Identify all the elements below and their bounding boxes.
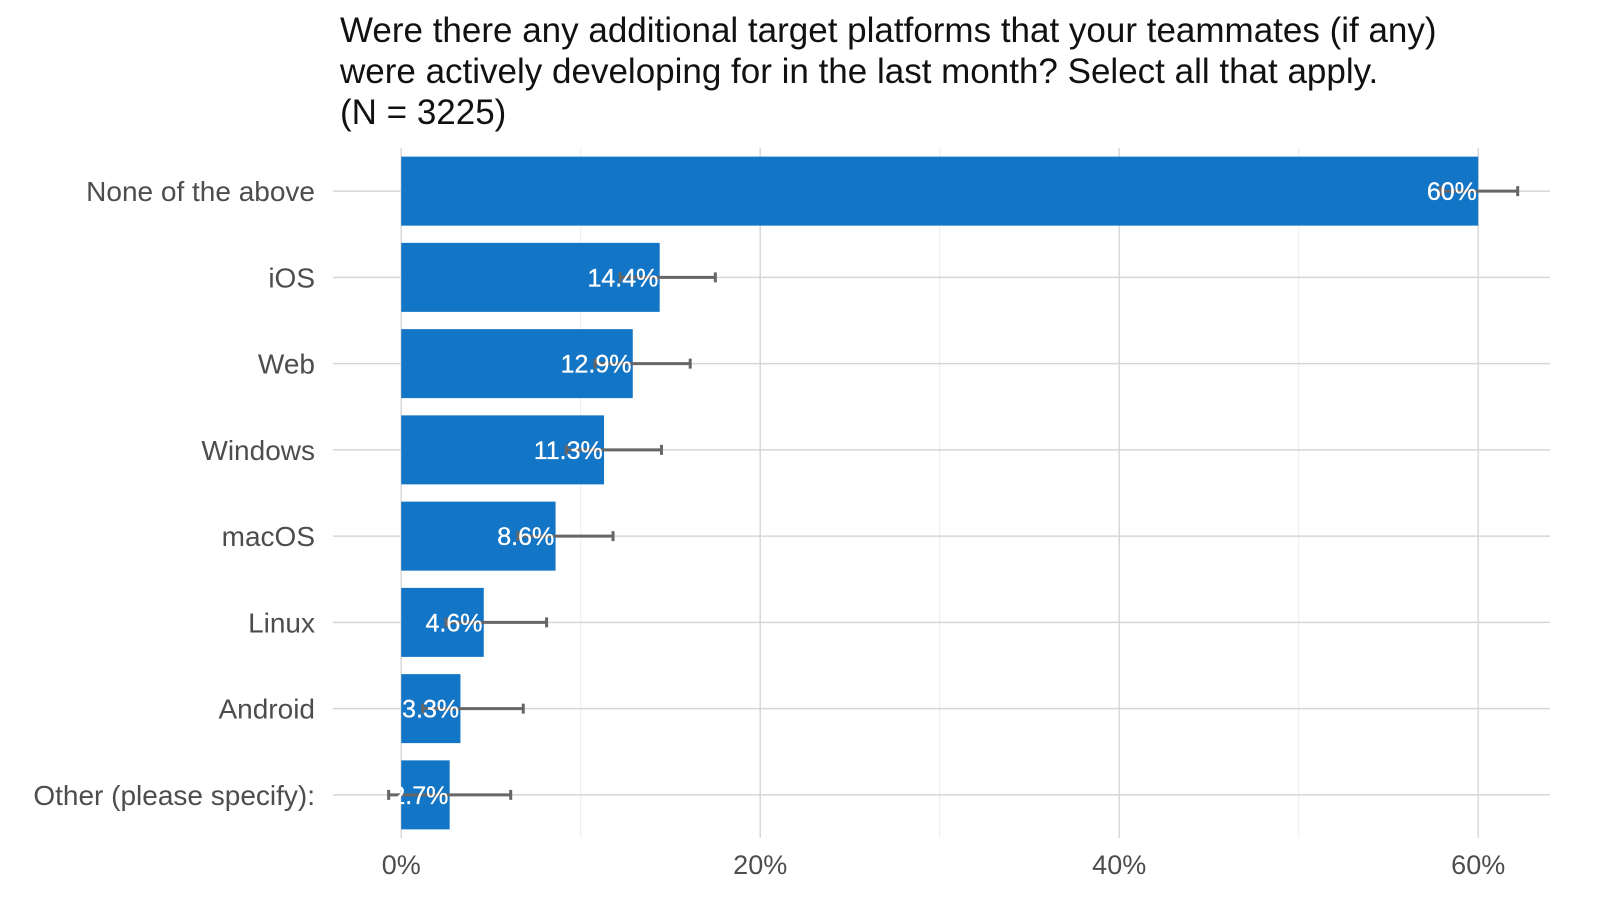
x-tick-label: 0%: [382, 850, 421, 880]
chart-title-line-3: (N = 3225): [340, 93, 507, 132]
category-label: None of the above: [86, 176, 315, 207]
data-label: 8.6%: [497, 523, 554, 551]
data-label: 11.3%: [534, 437, 603, 465]
data-label: 3.3%: [402, 696, 459, 724]
bar: [401, 242, 660, 312]
x-axis-tick-labels: 0% 20% 40% 60%: [382, 850, 1506, 880]
category-label: Web: [258, 349, 315, 380]
data-label: 4.6%: [425, 609, 482, 637]
data-label: 2.7%: [391, 782, 448, 810]
x-tick-label: 40%: [1092, 850, 1146, 880]
data-label: 14.4%: [587, 264, 658, 292]
data-labels: 60% 14.4% 12.9% 11.3% 8.6% 4.6% 3.3% 2.7%: [391, 178, 1477, 810]
category-label: Android: [218, 694, 315, 725]
category-label: macOS: [222, 521, 315, 552]
chart-title-line-2: were actively developing for in the last…: [340, 52, 1379, 91]
data-label: 12.9%: [561, 351, 632, 379]
error-bars: [387, 186, 1520, 800]
category-label: iOS: [268, 262, 315, 293]
x-tick-label: 60%: [1451, 850, 1505, 880]
chart-title-line-1: Were there any additional target platfor…: [340, 11, 1437, 50]
category-label: Linux: [248, 607, 315, 638]
chart-title: Were there any additional target platfor…: [340, 10, 1590, 133]
x-tick-label: 20%: [733, 850, 787, 880]
category-label: Windows: [201, 435, 315, 466]
category-axis-labels: None of the above iOS Web Windows macOS Linux…: [33, 176, 315, 811]
data-label: 60%: [1427, 178, 1477, 206]
bar: [401, 156, 1479, 226]
category-label: Other (please specify):: [33, 780, 315, 811]
bars: [401, 156, 1479, 830]
